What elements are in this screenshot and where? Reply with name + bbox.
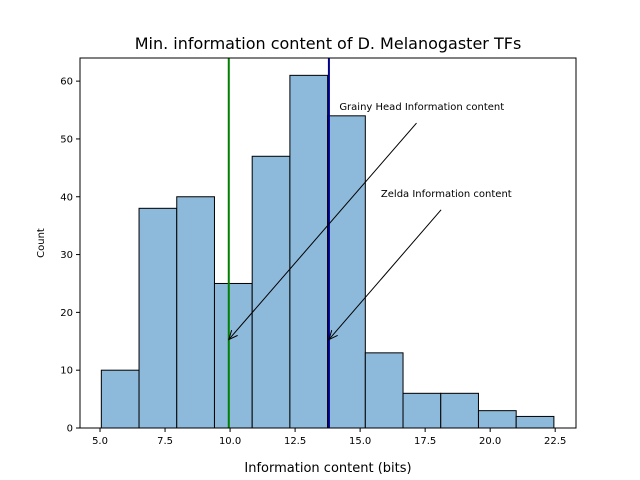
reference-lines (227, 58, 330, 428)
x-tick-label: 5.0 (92, 436, 108, 447)
x-tick-label: 20.0 (479, 436, 501, 447)
y-tick-label: 20 (60, 308, 73, 319)
annotation-arrow (229, 122, 417, 339)
x-tick-label: 7.5 (157, 436, 173, 447)
x-tick-label: 15.0 (349, 436, 371, 447)
x-tick-label: 17.5 (414, 436, 436, 447)
y-axis: 0 10 20 30 40 50 60 (60, 77, 80, 435)
x-tick-label: 22.5 (544, 436, 566, 447)
annotation-text: Grainy Head Information content (339, 102, 504, 113)
histogram-bar (515, 415, 555, 429)
bars-layer (100, 74, 555, 429)
y-tick-label: 0 (67, 424, 73, 435)
annotation-text: Zelda Information content (381, 189, 512, 200)
annotations: Grainy Head Information content Zelda Inf… (229, 102, 512, 340)
histogram-bar (138, 207, 178, 429)
x-axis: 5.0 7.5 10.0 12.5 15.0 17.5 20.0 22.5 (92, 428, 566, 447)
y-axis-label: Count (36, 228, 47, 258)
y-tick-label: 30 (60, 250, 73, 261)
x-axis-label: Information content (bits) (244, 461, 411, 476)
y-tick-label: 60 (60, 77, 73, 88)
histogram-bar (477, 410, 517, 429)
histogram-bar (176, 196, 215, 429)
annotation-arrow (329, 209, 442, 340)
y-tick-label: 10 (60, 366, 73, 377)
x-tick-label: 12.5 (284, 436, 306, 447)
histogram-bar (402, 392, 442, 429)
y-tick-label: 40 (60, 192, 73, 203)
plot-frame (79, 57, 577, 429)
histogram-bar (364, 352, 404, 429)
histogram-bar (327, 115, 366, 429)
chart-title: Min. information content of D. Melanogas… (135, 34, 522, 53)
histogram-bar (100, 369, 140, 429)
histogram-bar (440, 392, 479, 429)
histogram-bar (213, 282, 253, 429)
histogram-bar (251, 155, 291, 429)
histogram-bar (289, 74, 329, 429)
x-tick-label: 10.0 (219, 436, 241, 447)
y-tick-label: 50 (60, 134, 73, 145)
